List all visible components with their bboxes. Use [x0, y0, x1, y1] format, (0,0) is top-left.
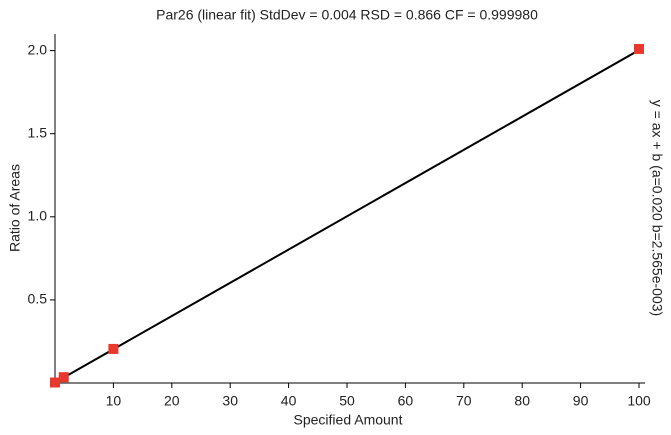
x-axis-label: Specified Amount	[294, 412, 403, 428]
x-tick-label: 10	[106, 393, 122, 409]
y-tick-label: 0.5	[28, 291, 48, 307]
x-tick-label: 30	[222, 393, 238, 409]
point	[58, 372, 69, 383]
x-tick-label: 100	[627, 393, 651, 409]
y-axis-label: Ratio of Areas	[7, 164, 23, 252]
x-tick-label: 70	[456, 393, 472, 409]
y-tick-label: 1.0	[28, 208, 48, 224]
y-tick-label: 1.5	[28, 124, 48, 140]
x-tick-label: 90	[573, 393, 589, 409]
x-tick-label: 80	[514, 393, 530, 409]
point	[634, 43, 644, 54]
fit-line	[54, 49, 640, 384]
x-tick-label: 50	[339, 393, 355, 409]
annotation: y = ax + b (a=0.020 b=2.565e-003)	[649, 100, 665, 316]
x-tick-label: 20	[164, 393, 180, 409]
x-tick-label: 60	[398, 393, 414, 409]
point	[108, 343, 119, 354]
x-tick-label: 40	[281, 393, 297, 409]
point	[50, 377, 60, 388]
y-tick-label: 2.0	[28, 41, 48, 57]
chart-title: Par26 (linear fit) StdDev = 0.004 RSD = …	[156, 7, 538, 23]
